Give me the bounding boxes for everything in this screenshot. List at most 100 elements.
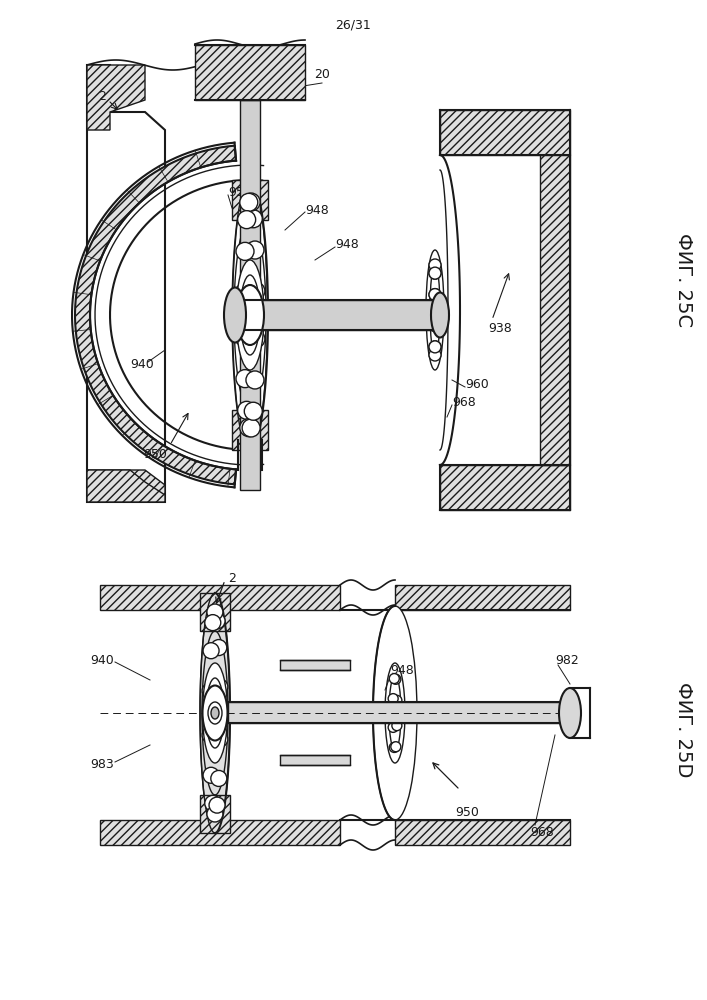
Circle shape bbox=[235, 284, 253, 302]
Polygon shape bbox=[100, 820, 340, 845]
Circle shape bbox=[429, 289, 441, 301]
Circle shape bbox=[209, 797, 225, 813]
Polygon shape bbox=[540, 155, 570, 465]
Circle shape bbox=[212, 731, 228, 747]
Ellipse shape bbox=[426, 250, 444, 370]
Text: 968: 968 bbox=[452, 396, 476, 410]
Polygon shape bbox=[232, 180, 268, 220]
Circle shape bbox=[242, 193, 260, 211]
Polygon shape bbox=[87, 470, 165, 502]
Circle shape bbox=[211, 770, 227, 786]
Polygon shape bbox=[240, 330, 260, 490]
Polygon shape bbox=[440, 110, 570, 155]
Circle shape bbox=[246, 241, 264, 259]
Circle shape bbox=[236, 242, 254, 260]
Ellipse shape bbox=[236, 260, 264, 370]
Ellipse shape bbox=[385, 663, 405, 763]
Circle shape bbox=[205, 615, 221, 631]
Text: 982: 982 bbox=[555, 654, 579, 666]
Text: 2: 2 bbox=[98, 91, 106, 104]
Ellipse shape bbox=[202, 686, 228, 740]
Circle shape bbox=[202, 727, 218, 743]
Ellipse shape bbox=[206, 678, 224, 748]
Ellipse shape bbox=[202, 663, 228, 763]
Circle shape bbox=[429, 259, 441, 271]
Circle shape bbox=[247, 330, 265, 348]
Polygon shape bbox=[87, 65, 145, 130]
Polygon shape bbox=[228, 702, 575, 723]
Circle shape bbox=[429, 319, 441, 331]
Ellipse shape bbox=[389, 676, 401, 750]
Circle shape bbox=[429, 341, 441, 353]
Polygon shape bbox=[280, 660, 350, 670]
Circle shape bbox=[202, 683, 218, 699]
Circle shape bbox=[240, 193, 258, 211]
Polygon shape bbox=[87, 65, 165, 502]
Text: 938: 938 bbox=[488, 322, 512, 334]
Text: 940: 940 bbox=[90, 654, 114, 666]
Circle shape bbox=[211, 640, 227, 656]
Circle shape bbox=[247, 282, 265, 300]
Text: ФИГ. 25D: ФИГ. 25D bbox=[674, 682, 692, 778]
Ellipse shape bbox=[559, 688, 581, 738]
Ellipse shape bbox=[240, 275, 260, 355]
Circle shape bbox=[240, 419, 258, 437]
Polygon shape bbox=[240, 100, 260, 300]
Ellipse shape bbox=[224, 288, 246, 342]
Ellipse shape bbox=[208, 702, 222, 724]
Text: 960: 960 bbox=[465, 378, 489, 391]
Text: 948: 948 bbox=[390, 664, 414, 676]
Text: 2: 2 bbox=[228, 572, 236, 584]
Circle shape bbox=[212, 679, 228, 695]
Circle shape bbox=[207, 806, 223, 822]
Circle shape bbox=[429, 289, 441, 301]
Circle shape bbox=[392, 721, 402, 731]
Ellipse shape bbox=[236, 285, 264, 345]
Ellipse shape bbox=[200, 593, 230, 833]
Circle shape bbox=[391, 742, 401, 752]
Text: 940: 940 bbox=[130, 359, 153, 371]
Polygon shape bbox=[395, 585, 570, 610]
Circle shape bbox=[429, 341, 441, 353]
Text: 952: 952 bbox=[228, 186, 252, 198]
Text: 948: 948 bbox=[335, 238, 358, 251]
Polygon shape bbox=[440, 465, 570, 510]
Circle shape bbox=[388, 722, 398, 732]
Polygon shape bbox=[75, 146, 236, 484]
Circle shape bbox=[429, 319, 441, 331]
Polygon shape bbox=[100, 585, 340, 610]
Text: ФИГ. 25C: ФИГ. 25C bbox=[674, 233, 692, 327]
Text: 20: 20 bbox=[314, 68, 330, 82]
Circle shape bbox=[429, 267, 441, 279]
Text: 950: 950 bbox=[143, 448, 167, 462]
Circle shape bbox=[392, 695, 402, 705]
Circle shape bbox=[235, 328, 253, 346]
Polygon shape bbox=[200, 795, 230, 833]
Circle shape bbox=[205, 795, 221, 811]
Polygon shape bbox=[235, 300, 445, 330]
Circle shape bbox=[236, 370, 254, 388]
Circle shape bbox=[390, 742, 399, 752]
Circle shape bbox=[242, 419, 260, 437]
Circle shape bbox=[245, 402, 262, 420]
Circle shape bbox=[238, 211, 256, 229]
Text: 983: 983 bbox=[90, 758, 114, 772]
Circle shape bbox=[429, 267, 441, 279]
Polygon shape bbox=[200, 593, 230, 631]
Circle shape bbox=[207, 604, 223, 620]
Circle shape bbox=[209, 613, 225, 629]
Ellipse shape bbox=[211, 707, 219, 719]
Text: 968: 968 bbox=[530, 826, 554, 840]
Circle shape bbox=[390, 674, 399, 684]
Text: 950: 950 bbox=[455, 806, 479, 818]
Circle shape bbox=[203, 643, 219, 659]
Polygon shape bbox=[195, 45, 305, 100]
Circle shape bbox=[388, 694, 398, 704]
Circle shape bbox=[203, 767, 219, 783]
Circle shape bbox=[391, 674, 401, 684]
Circle shape bbox=[429, 349, 441, 361]
Circle shape bbox=[238, 401, 256, 419]
Circle shape bbox=[246, 371, 264, 389]
Polygon shape bbox=[232, 410, 268, 450]
Text: 26/31: 26/31 bbox=[335, 18, 371, 31]
